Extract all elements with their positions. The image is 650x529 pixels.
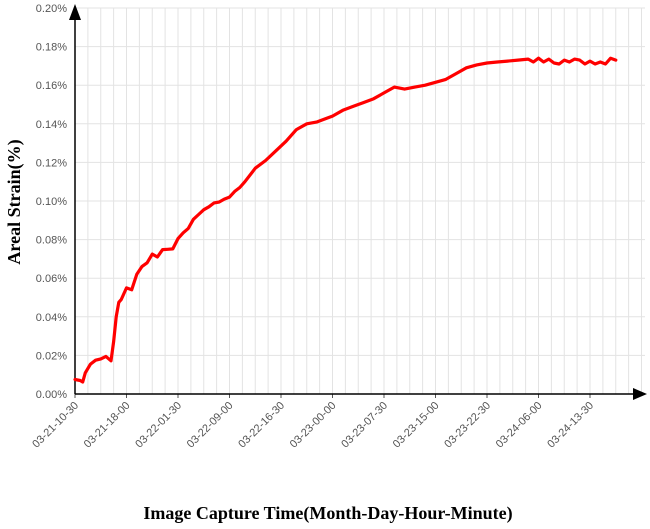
y-tick-label: 0.12%	[36, 157, 67, 169]
y-tick-label: 0.00%	[36, 389, 67, 401]
y-axis-title: Areal Strain(%)	[4, 139, 25, 264]
strain-series-line	[73, 56, 618, 384]
y-tick-label: 0.10%	[36, 196, 67, 208]
y-axis-arrowhead	[69, 4, 81, 20]
x-tick-label: 03-23-07-30	[339, 400, 390, 451]
grid	[75, 7, 645, 394]
y-tick-label: 0.20%	[36, 3, 67, 15]
x-tick-label: 03-24-13-30	[545, 400, 596, 451]
x-tick-label: 03-22-16-30	[236, 400, 287, 451]
x-tick-label: 03-23-15-00	[391, 400, 442, 451]
y-tick-label: 0.02%	[36, 350, 67, 362]
y-tick-label: 0.14%	[36, 119, 67, 131]
x-axis-arrowhead	[633, 388, 647, 400]
x-tick-label: 03-21-10-30	[30, 400, 81, 451]
axes	[69, 4, 647, 400]
x-tick-label: 03-22-01-30	[133, 400, 184, 451]
x-tick-label: 03-23-00-00	[288, 400, 339, 451]
x-tick-labels: 03-21-10-30 03-21-18-00 03-22-01-30 03-22-0…	[30, 400, 596, 451]
x-tick-label: 03-22-09-00	[185, 400, 236, 451]
y-tick-label: 0.18%	[36, 42, 67, 54]
y-tick-labels: 0.00% 0.02% 0.04% 0.06% 0.08% 0.10% 0.12% 0.14%…	[36, 3, 67, 401]
x-tick-label: 03-24-06-00	[494, 400, 545, 451]
y-tick-label: 0.08%	[36, 235, 67, 247]
x-tick-label: 03-21-18-00	[82, 400, 133, 451]
y-tick-label: 0.04%	[36, 312, 67, 324]
x-axis-title: Image Capture Time(Month-Day-Hour-Minute…	[143, 503, 512, 524]
y-tick-label: 0.16%	[36, 80, 67, 92]
series	[73, 56, 618, 384]
x-tick-label: 03-23-22-30	[442, 400, 493, 451]
y-tick-label: 0.06%	[36, 273, 67, 285]
